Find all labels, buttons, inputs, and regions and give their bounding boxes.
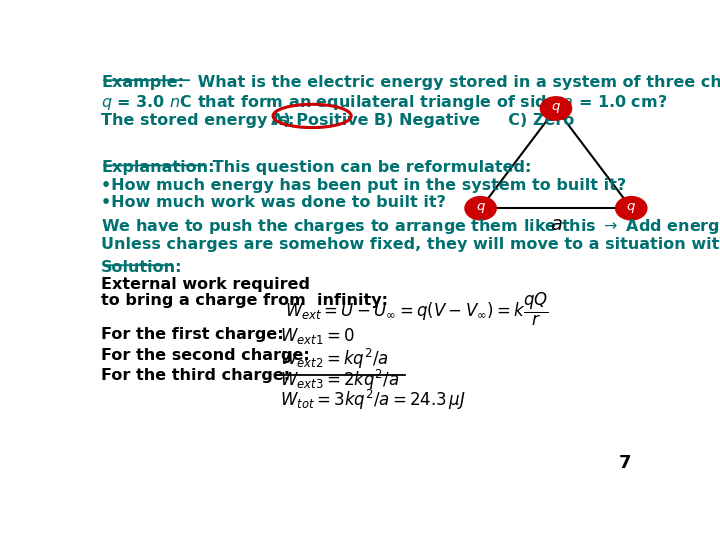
Text: 7: 7 [618, 454, 631, 472]
Text: $q$ = 3.0 $n$C that form an equilateral triangle of side $a$ = 1.0 cm?: $q$ = 3.0 $n$C that form an equilateral … [101, 93, 667, 112]
Text: $W_{ext1} = 0$: $W_{ext1} = 0$ [280, 326, 354, 346]
Text: For the second charge:: For the second charge: [101, 348, 310, 362]
Text: •How much work was done to built it?: •How much work was done to built it? [101, 194, 446, 210]
Text: to bring a charge from  infinity:: to bring a charge from infinity: [101, 294, 388, 308]
Text: $W_{ext3} = 2kq^2 / a$: $W_{ext3} = 2kq^2 / a$ [280, 368, 400, 392]
Text: $W_{ext} = U - U_{\infty} = q(V - V_{\infty}) = k\dfrac{qQ}{r}$: $W_{ext} = U - U_{\infty} = q(V - V_{\in… [285, 291, 549, 328]
Text: $q$: $q$ [551, 102, 561, 116]
Text: $W_{tot} = 3kq^2 / a = 24.3\,\mu J$: $W_{tot} = 3kq^2 / a = 24.3\,\mu J$ [280, 388, 466, 413]
Circle shape [465, 197, 496, 220]
Text: For the first charge:: For the first charge: [101, 327, 284, 342]
Text: For the third charge:: For the third charge: [101, 368, 290, 383]
Text: $W_{ext2} = kq^2 / a$: $W_{ext2} = kq^2 / a$ [280, 347, 389, 371]
Text: B) Negative     C) Zero: B) Negative C) Zero [356, 113, 574, 127]
Text: The stored energy is:: The stored energy is: [101, 113, 294, 127]
Text: Explanation:: Explanation: [101, 160, 215, 176]
Text: We have to push the charges to arrange them like this $\rightarrow$ Add energy: We have to push the charges to arrange t… [101, 217, 720, 235]
Text: External work required: External work required [101, 277, 310, 292]
Text: •How much energy has been put in the system to built it?: •How much energy has been put in the sys… [101, 178, 626, 193]
Text: Unless charges are somehow fixed, they will move to a situation with less energy: Unless charges are somehow fixed, they w… [101, 238, 720, 252]
Text: A) Positive: A) Positive [271, 113, 369, 127]
Text: $a$: $a$ [549, 215, 562, 234]
Circle shape [540, 97, 572, 120]
Text: Solution:: Solution: [101, 260, 183, 275]
Circle shape [616, 197, 647, 220]
Text: What is the electric energy stored in a system of three charges: What is the electric energy stored in a … [192, 75, 720, 90]
Text: $q$: $q$ [476, 201, 485, 215]
Text: $q$: $q$ [626, 201, 636, 215]
Text: Example:: Example: [101, 75, 184, 90]
Text: This question can be reformulated:: This question can be reformulated: [207, 160, 531, 176]
